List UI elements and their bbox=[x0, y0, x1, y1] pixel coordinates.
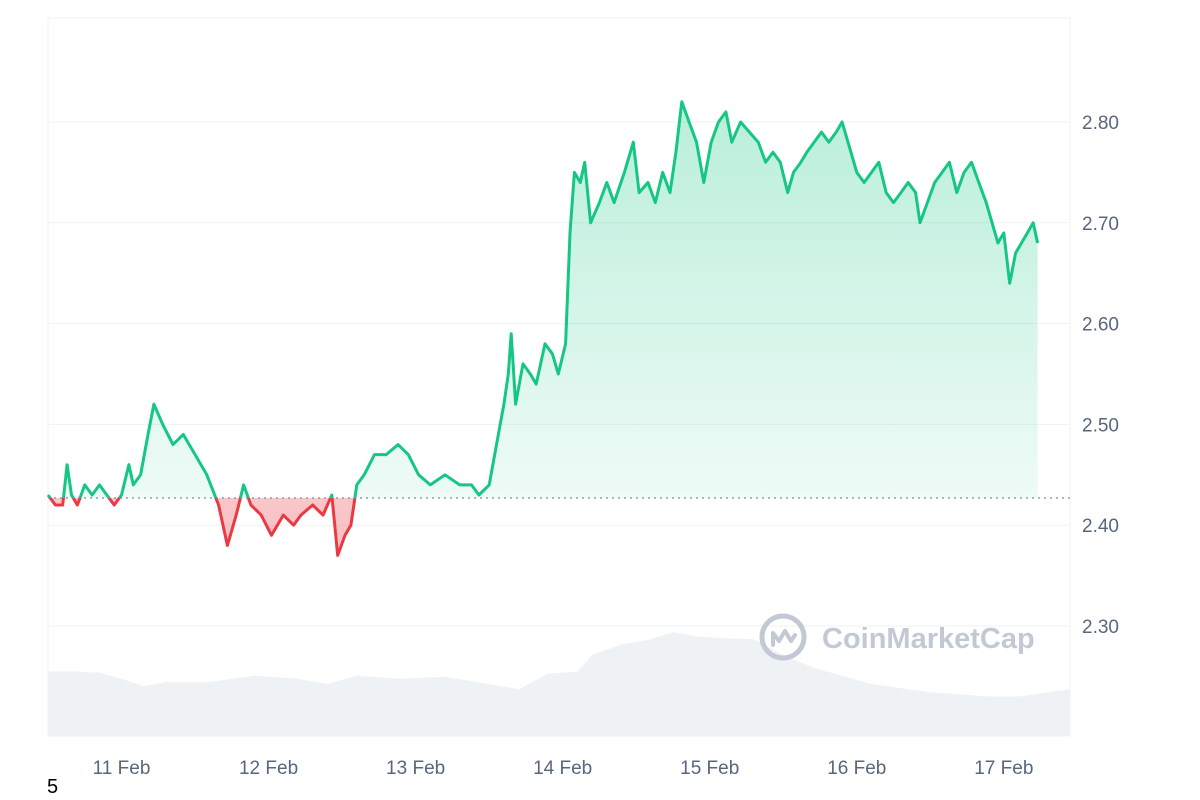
volume-series bbox=[48, 632, 1070, 736]
price-line bbox=[46, 100, 1040, 557]
y-tick-label: 2.70 bbox=[1082, 214, 1119, 235]
x-tick-label: 11 Feb bbox=[93, 758, 151, 779]
x-tick-label: 15 Feb bbox=[680, 758, 739, 779]
y-tick-label: 2.80 bbox=[1082, 113, 1119, 134]
price-line-up bbox=[46, 100, 1040, 498]
y-axis: 2.30 2.40 2.50 2.60 2.70 2.80 bbox=[1082, 113, 1119, 638]
volume-area bbox=[48, 632, 1070, 736]
y-tick-label: 2.30 bbox=[1082, 617, 1119, 638]
price-area-up bbox=[48, 101, 1038, 498]
corner-label: 5 bbox=[47, 776, 59, 798]
x-tick-label: 16 Feb bbox=[827, 758, 886, 779]
y-tick-label: 2.50 bbox=[1082, 415, 1119, 436]
watermark-text: CoinMarketCap bbox=[822, 623, 1035, 655]
y-tick-label: 2.40 bbox=[1082, 516, 1119, 537]
y-tick-label: 2.60 bbox=[1082, 315, 1119, 336]
price-area bbox=[48, 101, 1038, 556]
price-area-down bbox=[48, 497, 1038, 556]
coinmarketcap-logo-icon bbox=[759, 613, 807, 661]
x-tick-label: 17 Feb bbox=[974, 758, 1033, 779]
watermark: CoinMarketCap bbox=[759, 613, 1035, 661]
x-tick-label: 13 Feb bbox=[386, 758, 445, 779]
x-axis: 11 Feb 12 Feb 13 Feb 14 Feb 15 Feb 16 Feb 17 F… bbox=[93, 758, 1034, 779]
x-tick-label: 12 Feb bbox=[239, 758, 298, 779]
x-tick-label: 14 Feb bbox=[533, 758, 592, 779]
